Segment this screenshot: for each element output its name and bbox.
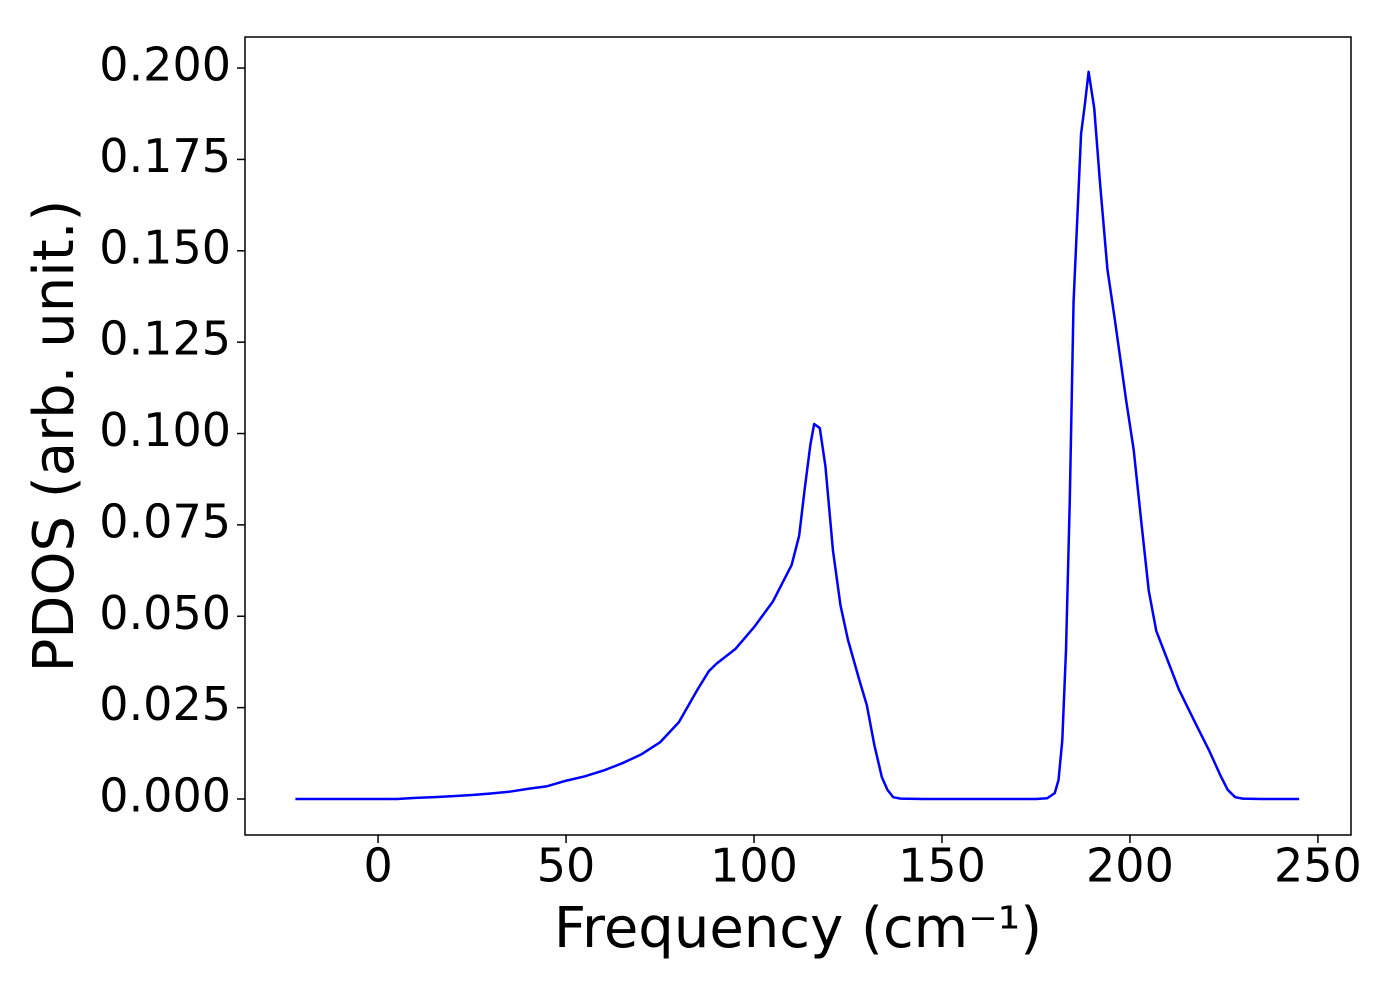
y-tick-label: 0.175: [99, 129, 231, 183]
y-tick-label: 0.000: [99, 769, 231, 823]
y-tick-label: 0.025: [99, 677, 231, 731]
y-tick-label: 0.050: [99, 586, 231, 640]
x-tick-label: 100: [710, 839, 798, 893]
x-tick-label: 250: [1274, 839, 1362, 893]
y-tick-label: 0.075: [99, 494, 231, 548]
y-tick-label: 0.150: [99, 220, 231, 274]
pdos-line: [295, 70, 1300, 801]
x-tick-label: 50: [537, 839, 596, 893]
plot-frame: [244, 36, 1352, 836]
x-tick-label: 150: [898, 839, 986, 893]
y-tick-label: 0.125: [99, 312, 231, 366]
x-axis-label: Frequency (cm⁻¹): [554, 896, 1042, 961]
x-tick-label: 200: [1086, 839, 1174, 893]
y-axis-label: PDOS (arb. unit.): [22, 200, 87, 673]
y-tick-label: 0.200: [99, 38, 231, 92]
y-tick-label: 0.100: [99, 403, 231, 457]
x-tick-label: 0: [363, 839, 392, 893]
